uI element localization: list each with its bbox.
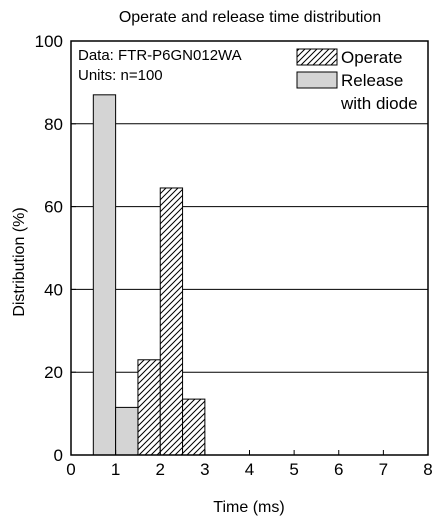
legend-label-release-line2: with diode: [340, 94, 418, 113]
y-tick-label: 40: [44, 280, 63, 299]
x-tick-label: 3: [200, 460, 209, 479]
legend-label-operate: Operate: [341, 48, 402, 67]
x-tick-label: 4: [245, 460, 254, 479]
x-tick-label: 7: [379, 460, 388, 479]
y-tick-label: 100: [35, 32, 63, 51]
x-tick-label: 1: [111, 460, 120, 479]
info-line-data: Data: FTR-P6GN012WA: [78, 47, 242, 64]
x-tick-label: 0: [66, 460, 75, 479]
x-tick-label: 6: [334, 460, 343, 479]
y-tick-label: 20: [44, 363, 63, 382]
legend-swatch-release: [296, 71, 338, 89]
legend-label-release-line1: Release: [341, 71, 403, 90]
bars: [92, 94, 206, 456]
legend-swatch-operate: [296, 48, 338, 66]
x-tick-label: 5: [289, 460, 298, 479]
y-tick-label: 80: [44, 115, 63, 134]
chart-title: Operate and release time distribution: [119, 9, 381, 26]
operate-bar: [159, 187, 184, 456]
release-bar: [92, 94, 117, 456]
y-axis-ticks: 0 20 40 60 80 100: [35, 32, 76, 465]
operate-bar: [137, 359, 161, 456]
y-axis-label: Distribution (%): [11, 207, 28, 316]
release-bar: [115, 406, 139, 456]
operate-bar: [182, 398, 206, 456]
info-line-units: Units: n=100: [78, 67, 163, 84]
x-axis-label: Time (ms): [213, 499, 284, 516]
gridlines: [71, 123, 428, 373]
y-tick-label: 60: [44, 198, 63, 217]
legend: Operate Release with diode: [296, 48, 418, 113]
x-axis-ticks: 0 1 2 3 4 5 6 7 8: [66, 450, 433, 479]
x-tick-label: 8: [423, 460, 432, 479]
y-tick-label: 0: [54, 446, 63, 465]
x-tick-label: 2: [156, 460, 165, 479]
